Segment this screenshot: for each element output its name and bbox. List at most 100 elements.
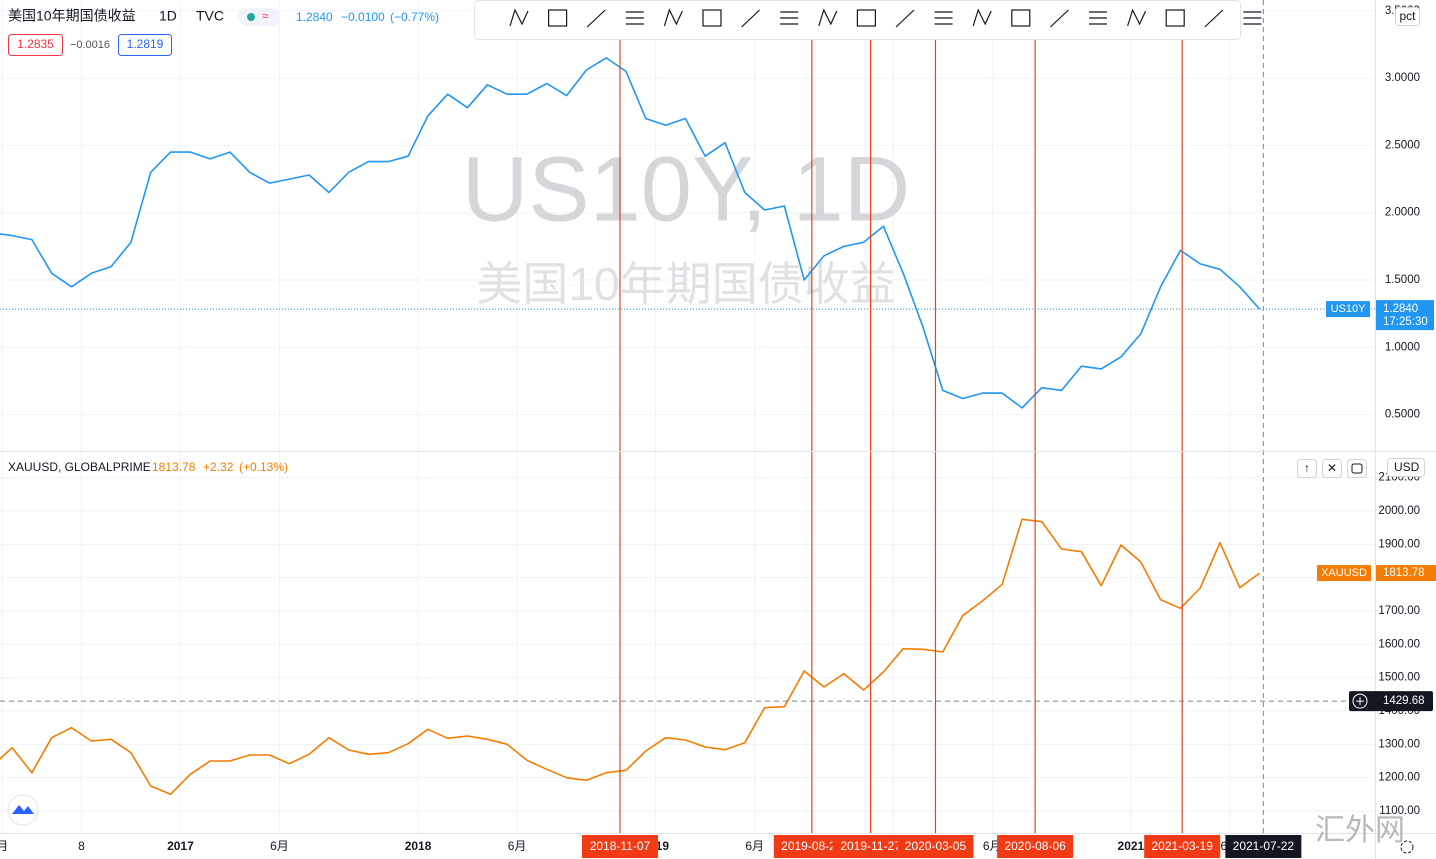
x-tick-label: 6月 [983,839,1002,853]
last-price-box [1376,300,1434,331]
maximize-button[interactable] [1347,459,1367,478]
series-name: XAUUSD [1321,567,1367,579]
event-label: 2019-11-27 [840,839,901,853]
tool-icon[interactable] [1243,11,1262,25]
tool-icon[interactable] [702,9,722,27]
icon: ✕ [1327,461,1337,475]
y-tick-label: 1100.00 [1379,805,1420,817]
tool-icon[interactable] [1011,9,1031,27]
watermark: US10Y, 1D 美国10年期国债收益 [462,138,910,310]
crosshair-price-box [1349,691,1433,712]
tool-icon[interactable] [1127,8,1147,27]
change: +2.32 [203,460,234,474]
tool-icon[interactable] [663,8,683,27]
event-label-box [997,835,1074,858]
change: −0.0100 [341,10,385,24]
x-tick-label: 月 [0,839,8,853]
y-tick-label: 3.0000 [1385,72,1420,84]
crosshair-time-label: 2021-07-22 [1233,839,1295,853]
tool-icon[interactable] [972,8,992,27]
y-tick-label: 1600.00 [1378,638,1420,650]
y-tick-label: 2.5000 [1385,139,1420,151]
market-status [247,13,255,21]
ask-box[interactable] [118,34,172,56]
change-pct: (+0.13%) [239,460,288,474]
price-line [0,518,1261,796]
currency: USD [1394,460,1420,474]
tool-icon[interactable] [934,11,953,25]
crosshair-price-label: 1429.68 [1383,695,1425,707]
crosshair-time-box [1225,835,1302,858]
countdown: 17:25:30 [1383,316,1428,328]
tool-icon[interactable] [895,9,915,28]
event-label-box [773,835,850,858]
close-button[interactable] [1322,459,1342,478]
grid [0,0,1375,833]
tool-icon[interactable] [586,9,606,28]
event-label-box [897,835,974,858]
bid: 1.2835 [17,37,54,51]
tool-icon[interactable] [547,9,568,27]
event-label-box [832,835,909,858]
icon [1351,463,1363,474]
x-tick-label: 6月 [745,839,764,853]
y-tick-label: 1.5000 [1385,274,1420,286]
spread: −0.0016 [70,39,110,51]
interval: 1D [159,8,177,24]
move-up-button[interactable] [1297,459,1317,478]
event-label: 2018-11-07 [590,839,651,853]
last-price: 1.2840 [296,10,333,24]
last-price-label: 1813.78 [1383,567,1425,579]
x-tick-label: 6月 [508,839,527,853]
event-label: 2020-08-06 [1004,839,1066,853]
last-price: 1813.78 [152,460,196,474]
settings-icon[interactable] [1400,840,1414,854]
icon: ↑ [1304,461,1310,475]
event-label: 2019-08-28 [781,839,843,853]
tool-icon[interactable] [1089,11,1107,25]
x-tick-label: 2018 [405,839,432,853]
y-tick-label: 1.0000 [1385,341,1420,353]
event-label-box [581,835,658,858]
y-tick-label: 1900.00 [1378,538,1420,550]
scale-button[interactable] [1395,7,1420,26]
watermark-symbol: US10Y, 1D [462,138,910,240]
tool-icon[interactable] [741,9,761,28]
y-tick-label: 1500.00 [1378,672,1420,684]
tool-icon[interactable] [1204,9,1224,28]
labels: pct USD 汇外网 [7,7,1425,854]
tool-icon[interactable] [818,8,838,27]
ask: 1.2819 [127,37,164,51]
delay-icon: ≈ [262,9,269,23]
series-name: US10Y [1331,303,1367,315]
status-pill[interactable] [238,8,280,26]
add-alert-button[interactable] [1352,693,1368,709]
change-pct: (−0.77%) [390,10,439,24]
bid-box[interactable] [8,34,63,56]
tool-icon[interactable] [1049,9,1069,28]
tool-icon[interactable] [780,11,799,25]
y-tick-label: 1200.00 [1378,772,1420,784]
x-tick-label: 8 [78,839,85,853]
currency-button[interactable] [1387,458,1425,477]
price-line [0,57,1261,409]
y-tick-label: 2000.00 [1378,505,1420,517]
x-tick-label: 2017 [167,839,194,853]
tool-icon[interactable] [1165,9,1185,27]
watermark-name: 美国10年期国债收益 [476,258,895,310]
y-tick-label: 1700.00 [1378,605,1420,617]
tool-icon[interactable] [856,9,877,27]
last-price-label: 1.2840 [1383,303,1418,315]
pane-buttons: ↑ ✕ [1297,459,1367,478]
plot [0,0,1375,833]
site-watermark: 汇外网 [1315,813,1405,848]
scale-label: pct [1399,9,1416,23]
y-tick-label: 0.5000 [1385,409,1420,421]
tool-icon[interactable] [625,11,644,25]
tool-icon[interactable] [509,8,529,27]
x-tick-label: 6月 [270,839,289,853]
